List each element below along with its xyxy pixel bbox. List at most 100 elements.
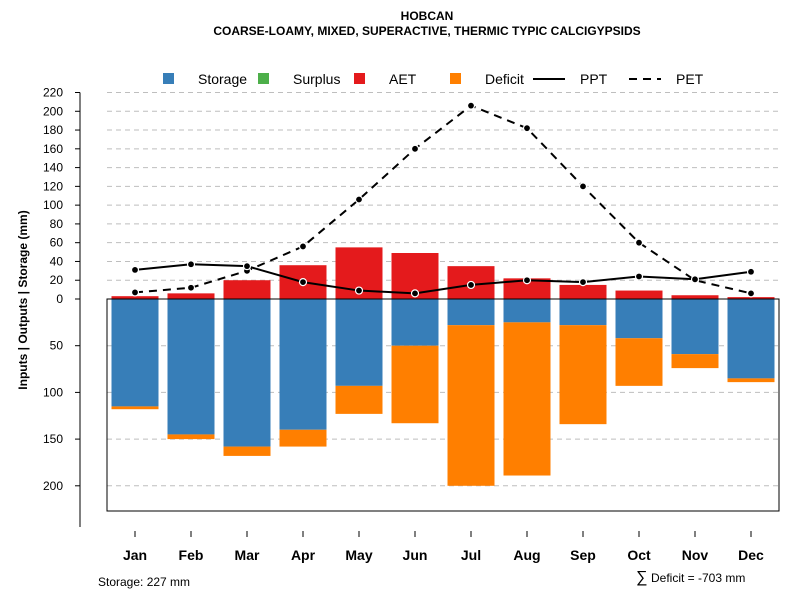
storage-bar-apr xyxy=(279,299,327,430)
storage-bar-mar xyxy=(223,299,271,447)
ppt-point-may xyxy=(354,286,364,295)
ppt-point-aug xyxy=(522,276,532,285)
storage-bar-dec xyxy=(727,299,775,379)
deficit-bar-nov xyxy=(671,354,719,369)
deficit-bar-apr xyxy=(279,429,327,447)
x-tick-label-sep: Sep xyxy=(570,547,596,563)
ppt-point-apr xyxy=(298,278,308,287)
ppt-point-jan xyxy=(130,265,140,275)
legend-label-surplus: Surplus xyxy=(293,71,340,87)
storage-bar-aug xyxy=(503,299,551,323)
storage-bar-oct xyxy=(615,299,663,339)
legend-swatch-storage xyxy=(163,73,174,84)
y-tick-label-20: 20 xyxy=(50,273,64,287)
storage-total: Storage: 227 mm xyxy=(98,575,190,589)
pet-point-aug xyxy=(522,124,532,133)
ppt-point-nov xyxy=(690,275,700,284)
pet-point-jan xyxy=(130,288,140,297)
pet-point-sep xyxy=(578,182,588,191)
aet-bar-feb xyxy=(167,293,215,299)
x-tick-label-nov: Nov xyxy=(682,547,709,563)
pet-point-oct xyxy=(634,238,644,247)
y-tick-label-neg-100: 100 xyxy=(43,385,63,399)
deficit-bar-dec xyxy=(727,378,775,383)
y-axis-label: Inputs | Outputs | Storage (mm) xyxy=(16,210,30,389)
y-tick-label-neg-200: 200 xyxy=(43,479,63,493)
x-axis: Jan Feb Mar Apr May Jun Jul Aug Sep Oct Nov Dec xyxy=(123,531,764,563)
legend-swatch-deficit xyxy=(450,73,461,84)
series-lines xyxy=(130,101,756,298)
aet-bar-dec xyxy=(727,297,775,299)
deficit-bar-sep xyxy=(559,325,607,425)
aet-bar-sep xyxy=(559,284,607,299)
deficit-bar-oct xyxy=(615,338,663,386)
bars xyxy=(111,247,775,486)
y-axis: 0 20 40 60 80 100 120 140 160 180 200 220 50 100 150 20… xyxy=(43,86,81,527)
chart-subtitle: COARSE-LOAMY, MIXED, SUPERACTIVE, THERMI… xyxy=(213,24,640,38)
x-tick-label-mar: Mar xyxy=(235,547,260,563)
chart-title: HOBCAN xyxy=(401,9,454,23)
storage-bar-may xyxy=(335,299,383,386)
storage-bar-jul xyxy=(447,299,495,326)
y-tick-label-40: 40 xyxy=(50,254,64,268)
x-tick-label-jun: Jun xyxy=(403,547,428,563)
legend-swatch-surplus xyxy=(258,73,269,84)
y-tick-label-neg-50: 50 xyxy=(50,339,64,353)
storage-bar-sep xyxy=(559,299,607,326)
deficit-bar-feb xyxy=(167,434,215,440)
aet-bar-aug xyxy=(503,278,551,299)
pet-point-jun xyxy=(410,144,420,153)
aet-bar-mar xyxy=(223,280,271,299)
deficit-total: Deficit = -703 mm xyxy=(651,571,745,585)
x-tick-label-jul: Jul xyxy=(461,547,481,563)
deficit-sum-symbol: ∑ xyxy=(636,569,647,586)
legend: Storage Surplus AET Deficit PPT PET xyxy=(163,71,704,87)
x-tick-label-aug: Aug xyxy=(513,547,540,563)
aet-bar-oct xyxy=(615,290,663,299)
y-tick-label-100: 100 xyxy=(43,198,63,212)
y-tick-label-0: 0 xyxy=(56,292,63,306)
ppt-point-jun xyxy=(410,289,420,298)
y-tick-label-140: 140 xyxy=(43,161,63,175)
y-tick-label-120: 120 xyxy=(43,179,63,193)
legend-label-deficit: Deficit xyxy=(485,71,524,87)
legend-label-ppt: PPT xyxy=(580,71,608,87)
deficit-bar-jul xyxy=(447,325,495,486)
y-tick-label-180: 180 xyxy=(43,123,63,137)
pet-line xyxy=(134,104,752,295)
x-tick-label-may: May xyxy=(345,547,372,563)
deficit-bar-may xyxy=(335,385,383,414)
pet-point-dec xyxy=(746,289,756,298)
ppt-point-jul xyxy=(466,280,476,290)
y-tick-label-200: 200 xyxy=(43,104,63,118)
y-tick-label-160: 160 xyxy=(43,142,63,156)
legend-label-pet: PET xyxy=(676,71,704,87)
x-tick-label-feb: Feb xyxy=(179,547,204,563)
x-tick-label-apr: Apr xyxy=(291,547,316,563)
aet-bar-nov xyxy=(671,295,719,299)
ppt-point-feb xyxy=(186,260,196,269)
legend-label-aet: AET xyxy=(389,71,417,87)
y-tick-label-220: 220 xyxy=(43,86,63,100)
pet-point-apr xyxy=(298,242,308,251)
y-tick-label-60: 60 xyxy=(50,236,64,250)
ppt-point-dec xyxy=(746,267,756,276)
pet-point-may xyxy=(354,195,364,204)
x-tick-label-jan: Jan xyxy=(123,547,147,563)
aet-bar-jan xyxy=(111,296,159,299)
storage-bar-feb xyxy=(167,299,215,435)
deficit-bar-mar xyxy=(223,446,271,456)
storage-bar-jan xyxy=(111,299,159,407)
deficit-bar-aug xyxy=(503,322,551,476)
pet-point-feb xyxy=(186,283,196,292)
ppt-point-sep xyxy=(578,278,588,287)
ppt-line xyxy=(134,263,752,295)
ppt-point-mar xyxy=(242,262,252,271)
y-tick-label-neg-150: 150 xyxy=(43,432,63,446)
deficit-bar-jun xyxy=(391,345,439,424)
x-tick-label-oct: Oct xyxy=(627,547,651,563)
gridlines xyxy=(107,92,779,487)
deficit-bar-jan xyxy=(111,406,159,410)
legend-label-storage: Storage xyxy=(198,71,247,87)
